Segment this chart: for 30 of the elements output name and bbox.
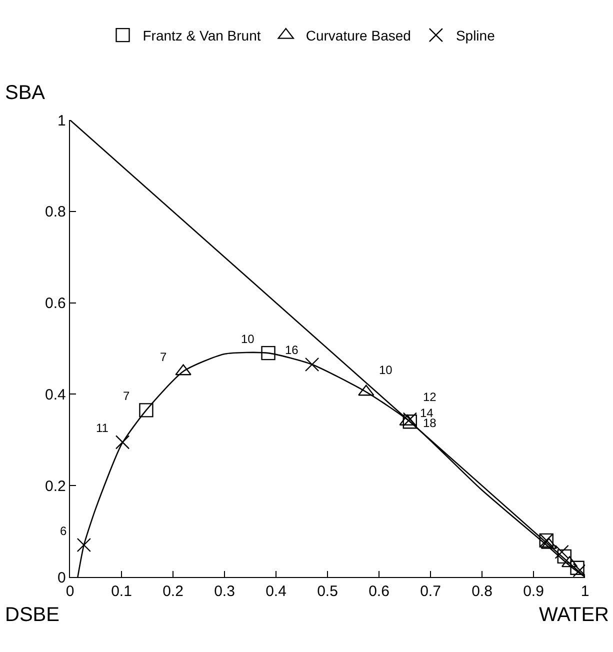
annotation: 11 bbox=[96, 421, 109, 435]
x-axis-title: WATER bbox=[539, 604, 609, 626]
y-tick-label: 0.6 bbox=[44, 295, 66, 312]
x-tick-label: 0.7 bbox=[420, 583, 441, 600]
y-tick-label: 0.4 bbox=[44, 386, 66, 404]
x-tick-label: 0.5 bbox=[317, 583, 338, 600]
annotation: 7 bbox=[160, 350, 167, 364]
annotation: 6 bbox=[60, 524, 67, 538]
x-tick-label: 0.3 bbox=[214, 583, 235, 600]
legend-label: Curvature Based bbox=[306, 28, 411, 44]
x-tick-label: 0.2 bbox=[162, 583, 184, 600]
annotation: 7 bbox=[123, 389, 130, 403]
x-tick-label: 0.9 bbox=[523, 583, 544, 600]
annotation: 10 bbox=[379, 363, 393, 377]
y-tick-label: 0.2 bbox=[44, 478, 66, 495]
y-axis-title: SBA bbox=[5, 82, 46, 104]
y-tick-label: 0 bbox=[58, 569, 66, 586]
x-tick-label: 0.8 bbox=[472, 583, 492, 600]
y-tick-label: 1 bbox=[58, 112, 66, 130]
legend-label: Frantz & Van Brunt bbox=[142, 28, 261, 44]
x-tick-label: 0.4 bbox=[266, 583, 286, 600]
annotation: 12 bbox=[423, 390, 437, 404]
annotation: 16 bbox=[285, 343, 299, 357]
x-tick-label: 0.1 bbox=[111, 583, 132, 600]
y-tick-label: 0.8 bbox=[44, 204, 66, 221]
legend-label: Spline bbox=[456, 28, 496, 44]
text: DSBE bbox=[5, 604, 60, 626]
x-tick-label: 0.6 bbox=[368, 583, 390, 600]
x-tick-label: 1 bbox=[580, 583, 590, 600]
annotation: 10 bbox=[241, 332, 255, 346]
